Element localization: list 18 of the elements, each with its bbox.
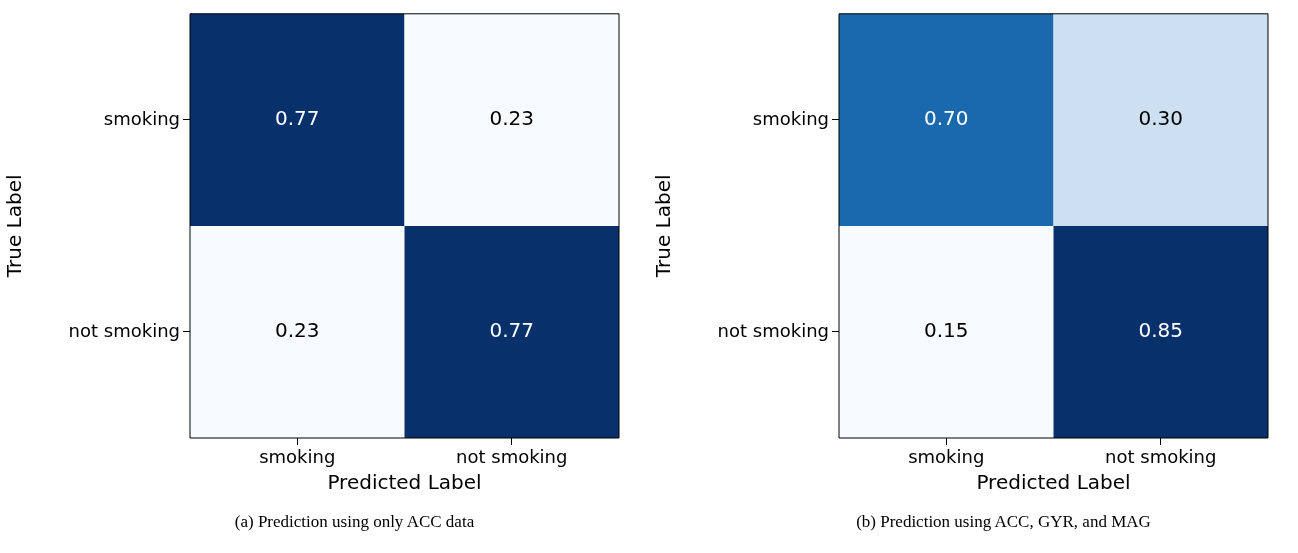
- data-label: 0.77: [274, 106, 320, 131]
- x-tick-label: smoking: [259, 446, 336, 468]
- data-label: 0.77: [489, 318, 535, 343]
- y-axis-title: True Label: [651, 174, 676, 279]
- data-label: 0.85: [1138, 318, 1184, 343]
- x-axis-title: Predicted Label: [976, 470, 1131, 495]
- text: (a) Prediction using only ACC data: [233, 512, 476, 532]
- x-tick-label: smoking: [908, 446, 985, 468]
- x-tick-label: not smoking: [456, 446, 568, 468]
- data-label: 0.30: [1138, 106, 1184, 131]
- x-axis-title: Predicted Label: [327, 470, 482, 495]
- y-axis-title: True Label: [2, 174, 27, 279]
- x-tick-label: not smoking: [1105, 446, 1217, 468]
- text: (b) Prediction using ACC, GYR, and MAG: [855, 512, 1152, 532]
- data-label: 0.15: [923, 318, 969, 343]
- data-label: 0.23: [489, 106, 535, 131]
- data-label: 0.23: [274, 318, 320, 343]
- data-label: 0.70: [923, 106, 969, 131]
